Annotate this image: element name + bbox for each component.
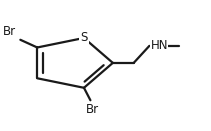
Text: Br: Br — [86, 103, 99, 116]
Text: Br: Br — [3, 25, 16, 39]
Text: HN: HN — [150, 39, 168, 52]
Text: S: S — [80, 31, 88, 44]
